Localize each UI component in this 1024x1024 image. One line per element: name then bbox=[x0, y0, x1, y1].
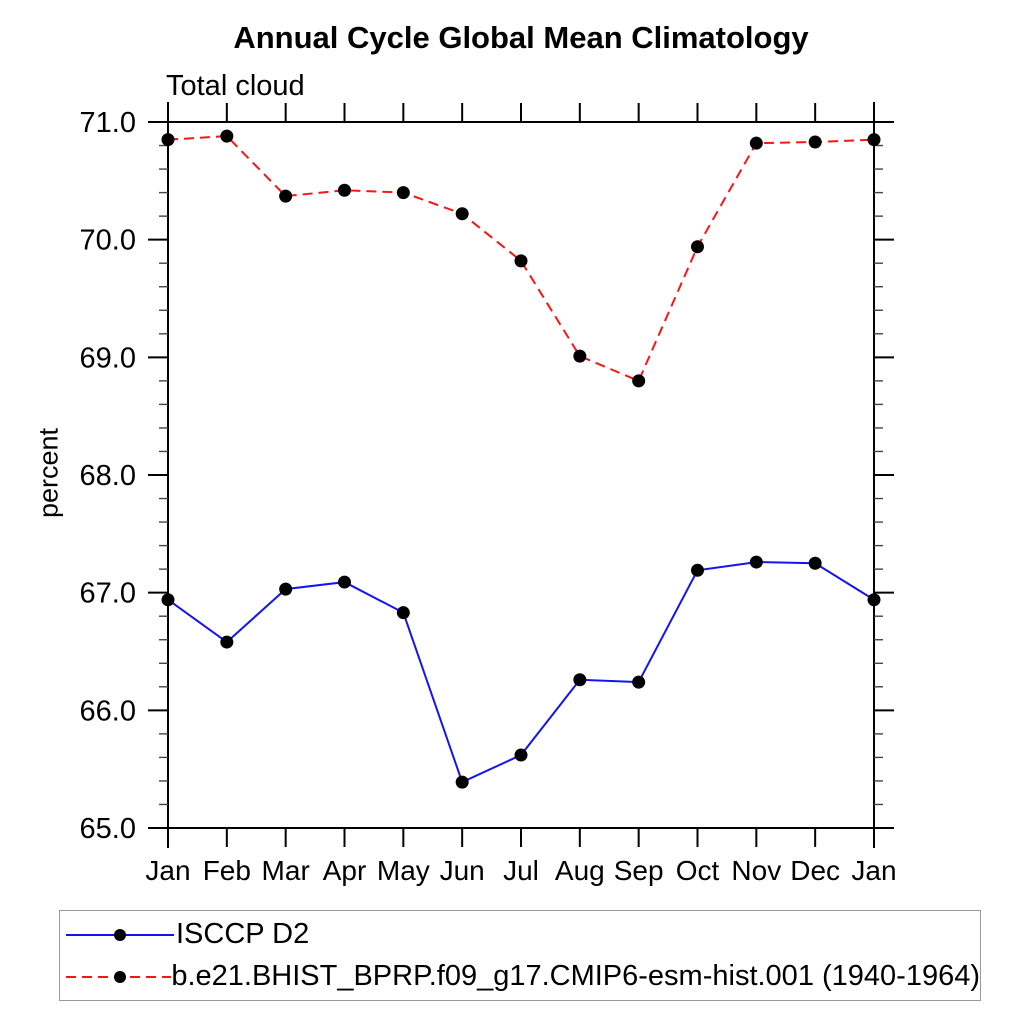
series-0-marker bbox=[749, 555, 763, 569]
series-0-marker bbox=[867, 593, 881, 607]
legend-marker-dot bbox=[114, 928, 126, 941]
y-tick-label: 65.0 bbox=[80, 813, 136, 845]
series-0-marker bbox=[573, 673, 587, 687]
series-1-marker bbox=[749, 136, 763, 150]
x-tick-label: Mar bbox=[262, 855, 310, 886]
series-1-marker bbox=[338, 183, 351, 197]
y-tick-label: 69.0 bbox=[80, 342, 136, 374]
x-tick-label: May bbox=[377, 855, 430, 886]
x-tick-label: Oct bbox=[676, 855, 720, 886]
series-0-marker bbox=[691, 563, 704, 577]
series-0 bbox=[161, 555, 881, 789]
x-tick-label: Nov bbox=[731, 855, 781, 886]
series-0-marker bbox=[396, 606, 410, 620]
legend-item-label: ISCCP D2 bbox=[176, 918, 310, 950]
series-0-marker bbox=[632, 675, 646, 689]
series-0-marker bbox=[338, 575, 351, 589]
legend-box: ISCCP D2 b.e21.BHIST_BPRP.f09_g17.CMIP6-e… bbox=[59, 910, 981, 1001]
series-0-marker bbox=[455, 775, 469, 789]
chart-subtitle: Total cloud bbox=[166, 70, 305, 102]
series-0-marker bbox=[161, 593, 175, 607]
legend-item: b.e21.BHIST_BPRP.f09_g17.CMIP6-esm-hist.… bbox=[64, 956, 980, 998]
series-0-marker bbox=[220, 635, 234, 649]
x-tick-label: Jan bbox=[851, 855, 896, 886]
y-tick-label: 70.0 bbox=[80, 225, 136, 257]
x-tick-label: Jan bbox=[145, 855, 190, 886]
legend-item-label: b.e21.BHIST_BPRP.f09_g17.CMIP6-esm-hist.… bbox=[171, 960, 980, 992]
series-1-marker bbox=[279, 189, 293, 203]
series-1-marker bbox=[808, 135, 822, 149]
series-0-marker bbox=[279, 582, 293, 596]
series-0-marker bbox=[808, 556, 822, 570]
x-tick-label: Aug bbox=[555, 855, 605, 886]
x-tick-label: Dec bbox=[790, 855, 840, 886]
series-1-marker bbox=[220, 129, 234, 143]
legend-item: ISCCP D2 bbox=[64, 914, 980, 956]
y-tick-label: 66.0 bbox=[80, 695, 136, 727]
y-tick-label: 68.0 bbox=[80, 460, 136, 492]
series-1-marker bbox=[514, 254, 528, 268]
y-tick-label: 71.0 bbox=[80, 107, 136, 139]
x-ticks: Jan Feb Mar Apr May Jun Jul Aug Sep Oct Nov Dec Jan bbox=[145, 103, 897, 886]
x-tick-label: Sep bbox=[614, 855, 664, 886]
legend-swatch-solid-line bbox=[66, 928, 174, 941]
x-tick-label: Feb bbox=[203, 855, 251, 886]
y-ticks: 71.0 70.0 69.0 68.0 67.0 66.0 65.0 bbox=[80, 107, 894, 845]
series-1-marker bbox=[396, 186, 410, 200]
series-1-marker bbox=[867, 133, 881, 147]
series-1-marker bbox=[455, 207, 469, 221]
series-1-marker bbox=[573, 349, 587, 363]
series-1-marker bbox=[691, 240, 704, 254]
series-0-marker bbox=[514, 748, 528, 762]
y-tick-label: 67.0 bbox=[80, 578, 136, 610]
chart-title: Annual Cycle Global Mean Climatology bbox=[233, 20, 809, 55]
series-1-marker bbox=[161, 133, 175, 147]
legend-marker-dot bbox=[114, 970, 126, 983]
x-tick-label: Jul bbox=[503, 855, 539, 886]
axes bbox=[148, 102, 894, 848]
x-tick-label: Apr bbox=[323, 855, 367, 886]
series-1 bbox=[161, 129, 881, 388]
x-tick-label: Jun bbox=[440, 855, 485, 886]
legend-swatch-dashed-line bbox=[66, 970, 172, 983]
series-1-marker bbox=[632, 374, 646, 388]
